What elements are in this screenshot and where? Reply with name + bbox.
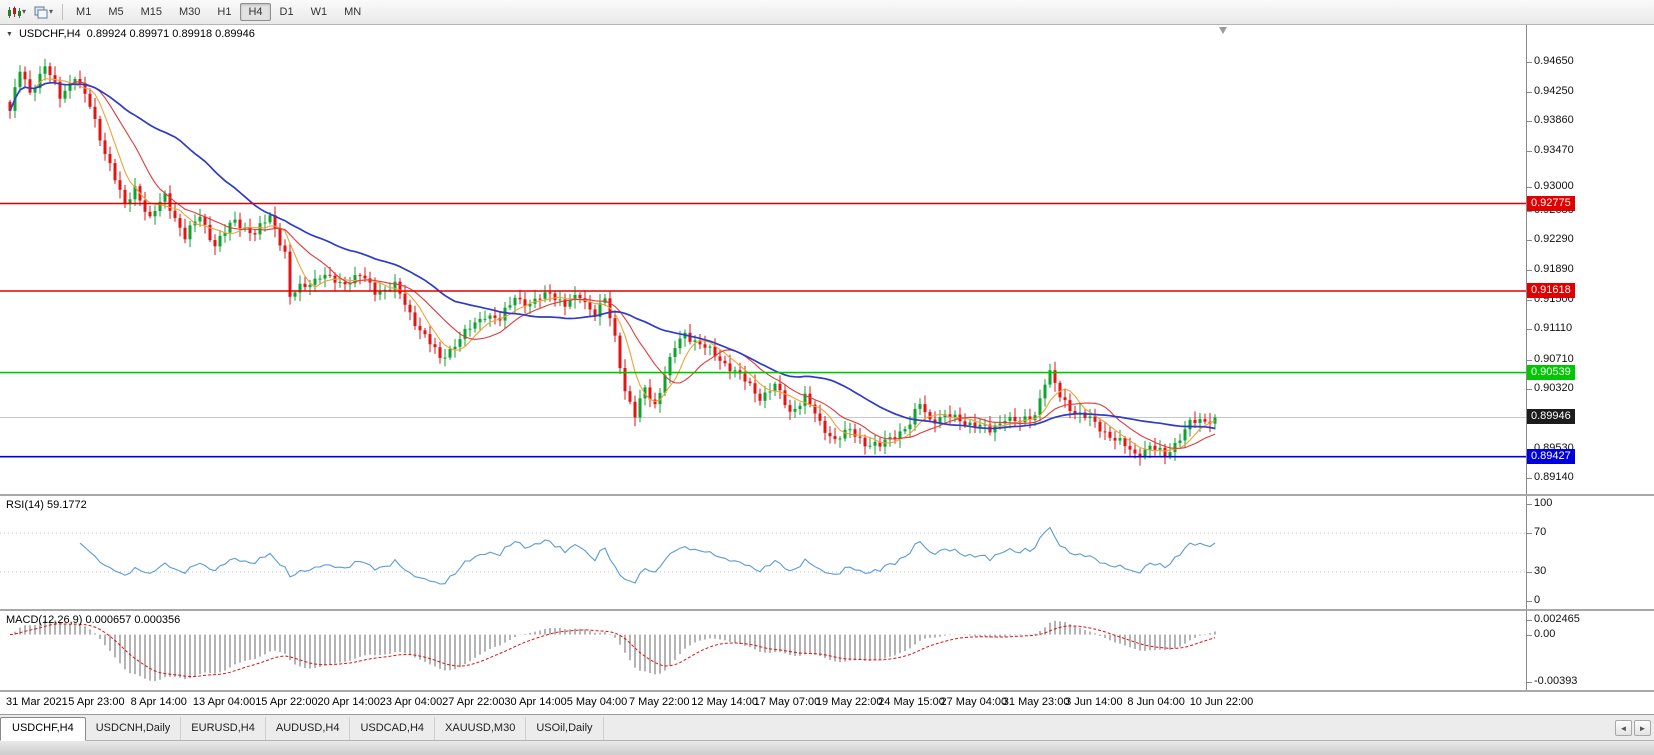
price-level-badge: 0.89427 (1527, 448, 1575, 464)
chart-tab-usdcnh-daily[interactable]: USDCNH,Daily (86, 717, 182, 740)
time-axis-label: 30 Apr 14:00 (504, 696, 567, 708)
rsi-scale: 100 70 30 0 (1526, 496, 1654, 609)
scale-tick-label: 0.93000 (1527, 179, 1574, 192)
scale-tick-label: 100 (1526, 497, 1553, 509)
rsi-svg[interactable] (0, 496, 1526, 609)
macd-scale: 0.002465 0.00 -0.00393 (1526, 611, 1654, 690)
candlestick-chart-icon (8, 6, 21, 18)
time-axis-label: 5 Apr 23:00 (68, 696, 125, 708)
time-axis-label: 8 Jun 04:00 (1127, 696, 1185, 708)
scale-tick-label: 0.002465 (1527, 613, 1580, 625)
layers-icon (34, 6, 48, 18)
toolbar-separator (62, 4, 64, 20)
scale-tick-label: 0.90320 (1527, 382, 1574, 395)
tab-scroll-right-icon[interactable]: ► (1634, 720, 1651, 736)
status-strip (0, 740, 1654, 755)
time-axis-label: 23 Apr 04:00 (379, 696, 443, 708)
time-axis-label: 17 May 07:00 (753, 696, 821, 708)
chart-title: ▼ USDCHF,H4 0.89924 0.89971 0.89918 0.89… (6, 28, 255, 40)
time-axis-label: 5 May 04:00 (566, 696, 628, 708)
scale-tick-label: 0.94650 (1527, 54, 1574, 67)
timeframe-h1-button[interactable]: H1 (217, 6, 232, 18)
price-level-badge: 0.90539 (1527, 364, 1575, 380)
chart-price-scale[interactable]: 0.946500.942500.938600.934700.930000.926… (1526, 25, 1654, 494)
chart-type-dropdown-icon[interactable]: ▾ (22, 7, 27, 16)
chart-tab-eurusd-h4[interactable]: EURUSD,H4 (181, 717, 266, 740)
scale-tick-label: -0.00393 (1526, 675, 1578, 687)
layout-dropdown-icon[interactable]: ▾ (49, 7, 54, 16)
timeframe-mn-button[interactable]: MN (344, 6, 362, 18)
time-axis-label: 19 May 22:00 (815, 696, 883, 708)
timeframe-m1-button[interactable]: M1 (76, 6, 92, 18)
layout-button[interactable]: ▾ (30, 3, 57, 22)
scale-tick-label: 0.91890 (1527, 263, 1574, 276)
chart-type-button[interactable]: ▾ (3, 3, 30, 22)
timeframe-m5-button[interactable]: M5 (108, 6, 124, 18)
chart-tab-usdchf-h4[interactable]: USDCHF,H4 (0, 717, 86, 741)
price-level-badge: 0.89946 (1527, 409, 1575, 425)
time-axis-label: 10 Jun 22:00 (1189, 696, 1254, 708)
chart-tab-bar: USDCHF,H4 USDCNH,Daily EURUSD,H4 AUDUSD,H4 U… (0, 714, 1654, 741)
macd-title: MACD(12,26,9) 0.000657 0.000356 (6, 614, 181, 626)
time-axis-label: 3 Jun 14:00 (1065, 696, 1123, 708)
main-chart-svg[interactable] (0, 25, 1526, 494)
main-chart-panel[interactable]: ▼ USDCHF,H4 0.89924 0.89971 0.89918 0.89… (0, 25, 1654, 496)
scale-tick-label: 0.91110 (1526, 322, 1573, 335)
chart-symbol-label: USDCHF,H4 (18, 28, 81, 40)
scale-tick-label: 30 (1526, 564, 1547, 577)
tab-scroll-group: ◄ ► (1615, 720, 1651, 736)
time-axis-label: 20 Apr 14:00 (317, 696, 380, 708)
timeframe-h4-button[interactable]: H4 (240, 3, 271, 21)
macd-panel[interactable]: MACD(12,26,9) 0.000657 0.000356 0.002465… (0, 611, 1654, 692)
tab-scroll-left-icon[interactable]: ◄ (1615, 720, 1632, 736)
time-axis-label: 12 May 14:00 (691, 696, 758, 708)
chart-tab-xauusd-m30[interactable]: XAUUSD,M30 (435, 717, 527, 740)
tabs-container: USDCHF,H4 USDCNH,Daily EURUSD,H4 AUDUSD,H4 U… (0, 715, 604, 741)
time-axis-label: 31 Mar 2021 (6, 696, 68, 708)
chart-tab-usdcad-h4[interactable]: USDCAD,H4 (350, 717, 436, 740)
chart-tab-usoil-daily[interactable]: USOil,Daily (526, 717, 604, 740)
rsi-panel[interactable]: RSI(14) 59.1772 100 70 30 0 (0, 496, 1654, 611)
scale-tick-label: 0.92290 (1527, 233, 1574, 246)
scale-tick-label: 0.93470 (1527, 143, 1574, 156)
time-axis-label: 15 Apr 22:00 (255, 696, 318, 708)
time-axis[interactable]: 31 Mar 2021 5 Apr 23:00 8 Apr 14:00 13 Apr … (0, 692, 1654, 714)
scale-tick-label: 0.90710 (1527, 352, 1574, 365)
timeframe-m30-button[interactable]: M30 (179, 6, 201, 18)
chart-menu-icon[interactable]: ▼ (6, 30, 13, 38)
time-axis-label: 31 May 23:00 (1002, 696, 1070, 708)
macd-svg[interactable] (0, 611, 1526, 690)
scale-tick-label: 0.89140 (1527, 471, 1574, 484)
rsi-title: RSI(14) 59.1772 (6, 499, 87, 511)
scale-tick-label: 70 (1526, 526, 1547, 539)
scale-tick-label: 0.93860 (1527, 114, 1574, 127)
price-level-badge: 0.92775 (1527, 195, 1575, 211)
toolbar: ▾ ▾ M1 M5 M15 M30 H1 H4 D1 W1 MN (0, 0, 1654, 25)
timeframe-m15-button[interactable]: M15 (140, 6, 162, 18)
time-axis-label: 7 May 22:00 (629, 696, 690, 708)
scale-tick-label: 0 (1526, 594, 1541, 606)
chart-ohlc-label: 0.89924 0.89971 0.89918 0.89946 (86, 28, 255, 40)
time-axis-label: 8 Apr 14:00 (130, 696, 187, 708)
time-axis-label: 24 May 15:00 (878, 696, 945, 708)
scale-tick-label: 0.00 (1526, 627, 1556, 640)
timeframe-group: M1 M5 M15 M30 H1 H4 D1 W1 MN (68, 3, 369, 21)
time-axis-label: 13 Apr 04:00 (192, 696, 256, 708)
time-axis-label: 27 Apr 22:00 (442, 696, 505, 708)
price-level-badge: 0.91618 (1527, 283, 1575, 299)
timeframe-d1-button[interactable]: D1 (279, 6, 294, 18)
time-axis-label: 27 May 04:00 (940, 696, 1008, 708)
scale-tick-label: 0.94250 (1527, 85, 1574, 97)
chart-tab-audusd-h4[interactable]: AUDUSD,H4 (266, 717, 351, 740)
timeframe-w1-button[interactable]: W1 (310, 6, 328, 18)
